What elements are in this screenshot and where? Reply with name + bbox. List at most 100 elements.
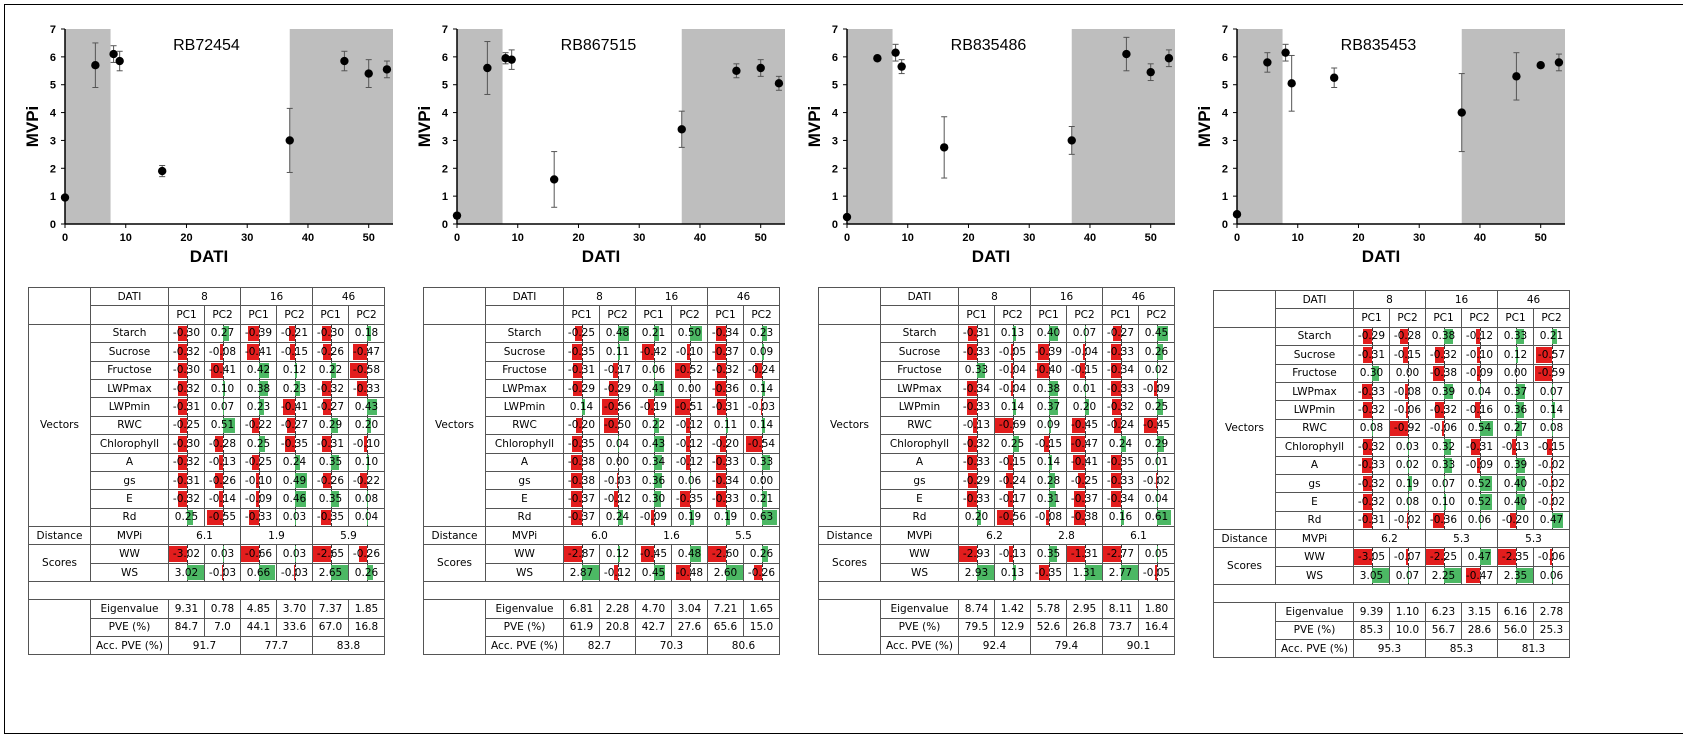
data-point [1554,58,1564,67]
positive-bar [330,454,340,470]
positive-bar [689,546,702,562]
y-tick-label: 2 [442,163,448,175]
value-cell: 3.02 [168,562,205,583]
y-tick-label: 2 [1222,163,1228,175]
negative-bar [1155,472,1157,489]
negative-bar [249,509,259,526]
negative-bar [708,546,726,562]
negative-bar [1362,512,1372,529]
value-cell: -0.32 [168,378,205,399]
eigenvalue-label: Eigenvalue [880,599,959,619]
value-cell: 0.20 [958,507,995,528]
variable-label: Rd [485,507,564,528]
blank-cell [818,599,881,656]
value-cell: -0.34 [1102,360,1139,380]
variable-label: Starch [90,323,169,344]
negative-bar [1110,491,1121,507]
negative-bar [967,436,977,452]
value-cell: 9.31 [168,599,205,619]
value-cell: -0.32 [1353,492,1390,512]
value-cell: -0.13 [1497,437,1534,457]
negative-bar [360,472,367,489]
value-cell: -0.37 [1066,489,1103,509]
acc-pve-label: Acc. PVE (%) [880,636,959,656]
pc1-header: PC1 [635,305,672,325]
negative-bar [241,546,259,562]
eigenvalue-label: Eigenvalue [90,599,169,619]
positive-bar [1443,475,1446,492]
value-cell: -3.02 [168,544,205,564]
pc1-header: PC1 [1030,305,1067,325]
variable-label: A [880,452,959,472]
negative-bar [1354,549,1372,565]
value-cell: -0.38 [563,452,600,472]
data-point [1281,48,1290,57]
data-point [1146,67,1155,77]
positive-bar [653,454,662,470]
data-point [91,61,100,70]
value-cell: -0.20 [563,415,600,436]
acc-pve-value: 83.8 [312,636,385,656]
value-cell: -0.33 [707,452,744,472]
value-cell: 0.43 [348,397,385,417]
value-cell: 5.78 [1030,599,1067,619]
variable-label: A [1275,455,1354,475]
positive-bar [258,380,268,397]
data-point [1232,210,1242,219]
value-cell: -0.33 [1102,342,1139,362]
value-cell: 42.7 [635,617,672,638]
data-point [677,125,686,134]
acc-pve-label: Acc. PVE (%) [1275,639,1354,659]
negative-bar [215,472,223,489]
value-cell: -3.05 [1353,547,1390,567]
eigenvalue-label: Eigenvalue [1275,602,1354,622]
data-point [1512,72,1521,81]
value-cell: 0.51 [204,415,241,436]
blank-cell [1275,308,1354,328]
value-cell: -0.09 [635,507,672,528]
value-cell: 1.85 [348,599,385,619]
data-point [873,54,882,63]
negative-bar [719,436,726,452]
value-cell: 0.26 [348,562,385,583]
positive-bar [1515,567,1533,584]
positive-bar [689,325,702,342]
value-cell: 15.0 [743,617,780,638]
pca-table: DATI 8 16 46 PC1 PC2 PC1 PC2 PC1 PC2 Vectors Starch… [28,286,385,656]
negative-bar [1433,512,1444,529]
x-tick-label: 10 [1292,232,1304,244]
value-cell: 0.24 [1102,434,1139,454]
dati-value: 8 [958,286,1031,307]
negative-bar [571,491,582,507]
value-cell: 2.78 [1533,602,1570,622]
value-cell: -0.29 [1353,326,1390,347]
value-cell: 0.12 [276,360,313,380]
y-tick-label: 7 [442,24,448,36]
positive-bar [222,380,225,397]
data-point [60,193,70,202]
y-tick-label: 1 [442,191,448,203]
dati-value: 16 [635,286,708,307]
value-cell: -0.21 [276,323,313,344]
value-cell: 0.22 [635,415,672,436]
y-axis-label: MVPi [805,106,824,148]
x-tick-label: 30 [1023,232,1035,244]
value-cell: -0.45 [1066,415,1103,436]
value-cell: 0.03 [204,544,241,564]
data-point [364,69,373,78]
negative-bar [573,380,582,397]
value-cell: 6.23 [1425,602,1462,622]
value-cell: -0.27 [1102,323,1139,344]
negative-bar [353,344,367,360]
value-cell: 0.39 [1497,455,1534,475]
x-tick-label: 30 [241,232,253,244]
negative-bar [357,380,367,397]
value-cell: -0.35 [276,434,313,454]
dati-value: 8 [1353,289,1426,310]
value-cell: 0.23 [276,378,313,399]
spacer-cell [1213,584,1570,604]
value-cell: 0.10 [1425,492,1462,512]
value-cell: -0.31 [958,323,995,344]
value-cell: 0.43 [635,434,672,454]
pc2-header: PC2 [276,305,313,325]
